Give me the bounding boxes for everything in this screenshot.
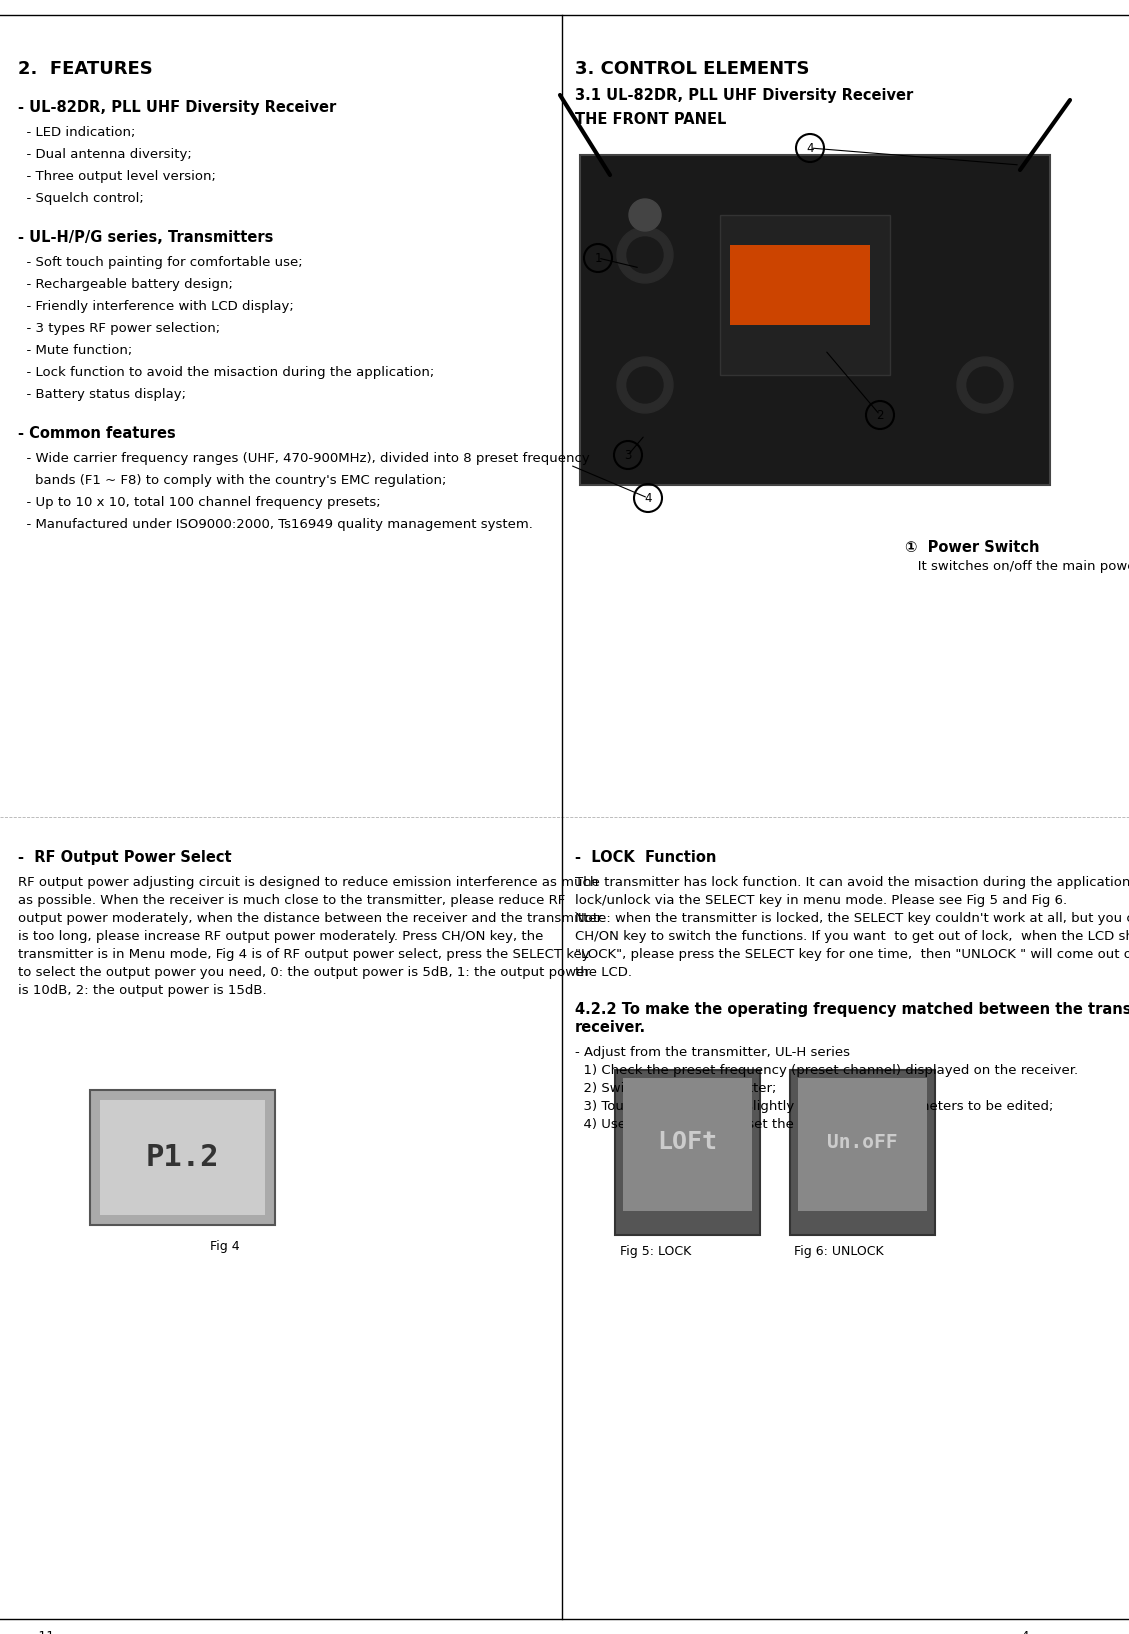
Text: 1) Check the preset frequency (preset channel) displayed on the receiver.: 1) Check the preset frequency (preset ch…	[575, 1064, 1078, 1077]
Text: is too long, please increase RF output power moderately. Press CH/ON key, the: is too long, please increase RF output p…	[18, 930, 543, 943]
Bar	[720, 216, 890, 374]
Bar	[730, 245, 870, 325]
Circle shape	[618, 227, 673, 283]
Text: 2.  FEATURES: 2. FEATURES	[18, 60, 152, 78]
Text: 2: 2	[876, 408, 884, 422]
Bar	[615, 1070, 760, 1235]
Text: bands (F1 ~ F8) to comply with the country's EMC regulation;: bands (F1 ~ F8) to comply with the count…	[18, 474, 446, 487]
Text: lock/unlock via the SELECT key in menu mode. Please see Fig 5 and Fig 6.: lock/unlock via the SELECT key in menu m…	[575, 894, 1067, 907]
Text: the LCD.: the LCD.	[575, 966, 632, 979]
Bar	[100, 1100, 265, 1216]
Text: - Up to 10 x 10, total 100 channel frequency presets;: - Up to 10 x 10, total 100 channel frequ…	[18, 497, 380, 510]
Text: - Squelch control;: - Squelch control;	[18, 193, 143, 204]
Text: 3: 3	[624, 448, 632, 461]
Text: LOFt: LOFt	[657, 1131, 717, 1154]
Circle shape	[618, 356, 673, 413]
Text: transmitter is in Menu mode, Fig 4 is of RF output power select, press the SELEC: transmitter is in Menu mode, Fig 4 is of…	[18, 948, 589, 961]
Text: 4: 4	[645, 492, 651, 505]
Text: - Manufactured under ISO9000:2000, Ts16949 quality management system.: - Manufactured under ISO9000:2000, Ts169…	[18, 518, 533, 531]
Text: Fig 4: Fig 4	[210, 1240, 239, 1253]
Circle shape	[627, 368, 663, 404]
Text: - Mute function;: - Mute function;	[18, 345, 132, 356]
Text: -  LOCK  Function: - LOCK Function	[575, 850, 717, 864]
Text: 4.2.2 To make the operating frequency matched between the transmitter and the: 4.2.2 To make the operating frequency ma…	[575, 1002, 1129, 1016]
Text: - Common features: - Common features	[18, 426, 176, 441]
Text: - Wide carrier frequency ranges (UHF, 470-900MHz), divided into 8 preset frequen: - Wide carrier frequency ranges (UHF, 47…	[18, 453, 589, 466]
Text: 2) Switch on the transmitter;: 2) Switch on the transmitter;	[575, 1082, 777, 1095]
Text: 1: 1	[594, 252, 602, 265]
Text: —  4  —: — 4 —	[1001, 1631, 1050, 1634]
Text: - Dual antenna diversity;: - Dual antenna diversity;	[18, 149, 192, 162]
Text: —  11  —: — 11 —	[18, 1631, 75, 1634]
Text: 3.1 UL-82DR, PLL UHF Diversity Receiver: 3.1 UL-82DR, PLL UHF Diversity Receiver	[575, 88, 913, 103]
Text: - Battery status display;: - Battery status display;	[18, 387, 186, 400]
Text: - UL-82DR, PLL UHF Diversity Receiver: - UL-82DR, PLL UHF Diversity Receiver	[18, 100, 336, 114]
Text: to select the output power you need, 0: the output power is 5dB, 1: the output p: to select the output power you need, 0: …	[18, 966, 589, 979]
Text: - 3 types RF power selection;: - 3 types RF power selection;	[18, 322, 220, 335]
Text: "LOCK", please press the SELECT key for one time,  then "UNLOCK " will come out : "LOCK", please press the SELECT key for …	[575, 948, 1129, 961]
Text: -  RF Output Power Select: - RF Output Power Select	[18, 850, 231, 864]
Text: Note: when the transmitter is locked, the SELECT key couldn't work at all, but y: Note: when the transmitter is locked, th…	[575, 912, 1129, 925]
Text: - Three output level version;: - Three output level version;	[18, 170, 216, 183]
Text: THE FRONT PANEL: THE FRONT PANEL	[575, 113, 726, 127]
Text: It switches on/off the main power.: It switches on/off the main power.	[905, 560, 1129, 574]
Circle shape	[627, 237, 663, 273]
Text: Un.oFF: Un.oFF	[826, 1132, 898, 1152]
Text: - Rechargeable battery design;: - Rechargeable battery design;	[18, 278, 233, 291]
Circle shape	[968, 368, 1003, 404]
Text: Fig 6: UNLOCK: Fig 6: UNLOCK	[794, 1245, 884, 1258]
FancyBboxPatch shape	[580, 155, 1050, 485]
Text: - UL-H/P/G series, Transmitters: - UL-H/P/G series, Transmitters	[18, 230, 273, 245]
Text: 3) Touch the CH/ON key slightly to select the parameters to be edited;: 3) Touch the CH/ON key slightly to selec…	[575, 1100, 1053, 1113]
Circle shape	[957, 356, 1013, 413]
Text: CH/ON key to switch the functions. If you want  to get out of lock,  when the LC: CH/ON key to switch the functions. If yo…	[575, 930, 1129, 943]
Text: is 10dB, 2: the output power is 15dB.: is 10dB, 2: the output power is 15dB.	[18, 984, 266, 997]
Text: output power moderately, when the distance between the receiver and the transmit: output power moderately, when the distan…	[18, 912, 602, 925]
Text: receiver.: receiver.	[575, 1020, 646, 1034]
Text: as possible. When the receiver is much close to the transmitter, please reduce R: as possible. When the receiver is much c…	[18, 894, 566, 907]
Bar	[798, 1078, 927, 1211]
Text: 4: 4	[806, 142, 814, 155]
Text: - LED indication;: - LED indication;	[18, 126, 135, 139]
Text: ①  Power Switch: ① Power Switch	[905, 539, 1040, 556]
Text: 3. CONTROL ELEMENTS: 3. CONTROL ELEMENTS	[575, 60, 809, 78]
Text: The transmitter has lock function. It can avoid the misaction during the applica: The transmitter has lock function. It ca…	[575, 876, 1129, 889]
Text: RF output power adjusting circuit is designed to reduce emission interference as: RF output power adjusting circuit is des…	[18, 876, 598, 889]
Text: 4) Use the Select key to set the proper channel.: 4) Use the Select key to set the proper …	[575, 1118, 903, 1131]
Text: - Friendly interference with LCD display;: - Friendly interference with LCD display…	[18, 301, 294, 314]
Text: P1.2: P1.2	[146, 1142, 219, 1172]
Bar	[90, 1090, 275, 1226]
Text: - Soft touch painting for comfortable use;: - Soft touch painting for comfortable us…	[18, 257, 303, 270]
Text: - Lock function to avoid the misaction during the application;: - Lock function to avoid the misaction d…	[18, 366, 435, 379]
Text: Fig 5: LOCK: Fig 5: LOCK	[620, 1245, 691, 1258]
Bar	[623, 1078, 752, 1211]
Bar	[790, 1070, 935, 1235]
Text: - Adjust from the transmitter, UL-H series: - Adjust from the transmitter, UL-H seri…	[575, 1046, 850, 1059]
Circle shape	[629, 199, 660, 230]
